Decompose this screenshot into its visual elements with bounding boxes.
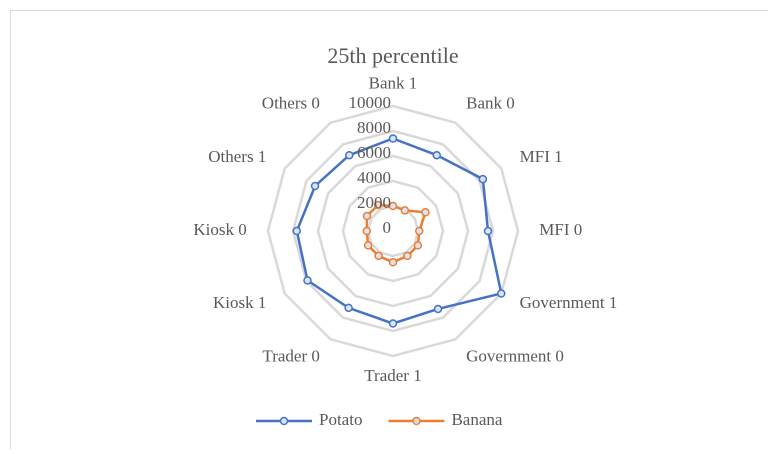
category-label: Trader 0 bbox=[262, 347, 319, 366]
tick-label: 4000 bbox=[357, 168, 391, 187]
category-label: Kiosk 1 bbox=[213, 293, 266, 312]
data-point bbox=[416, 228, 423, 235]
category-label: Kiosk 0 bbox=[193, 220, 246, 239]
tick-label: 8000 bbox=[357, 118, 391, 137]
data-point bbox=[390, 320, 397, 327]
data-point bbox=[390, 259, 397, 266]
category-label: Others 0 bbox=[262, 93, 320, 112]
data-point bbox=[363, 228, 370, 235]
tick-label: 10000 bbox=[349, 93, 392, 112]
data-point bbox=[404, 252, 411, 259]
legend-label: Banana bbox=[451, 410, 502, 429]
data-point bbox=[345, 304, 352, 311]
tick-label: 2000 bbox=[357, 193, 391, 212]
category-label: Bank 0 bbox=[466, 93, 515, 112]
data-point bbox=[414, 242, 421, 249]
data-point bbox=[435, 305, 442, 312]
data-point bbox=[304, 277, 311, 284]
data-point bbox=[422, 209, 429, 216]
chart-title: 25th percentile bbox=[327, 43, 458, 68]
data-point bbox=[312, 183, 319, 190]
category-label: Others 1 bbox=[208, 147, 266, 166]
category-label: Government 0 bbox=[466, 347, 564, 366]
legend-label: Potato bbox=[319, 410, 362, 429]
legend-marker bbox=[413, 418, 420, 425]
data-point bbox=[364, 213, 371, 220]
data-point bbox=[479, 176, 486, 183]
data-point bbox=[485, 228, 492, 235]
data-point bbox=[498, 290, 505, 297]
category-label: Trader 1 bbox=[364, 366, 421, 385]
data-point bbox=[346, 152, 353, 159]
tick-label: 6000 bbox=[357, 143, 391, 162]
data-point bbox=[365, 242, 372, 249]
data-point bbox=[375, 252, 382, 259]
data-point bbox=[401, 207, 408, 214]
data-point bbox=[433, 152, 440, 159]
data-point bbox=[293, 228, 300, 235]
tick-label: 0 bbox=[383, 218, 392, 237]
legend-marker bbox=[281, 418, 288, 425]
category-label: Government 1 bbox=[520, 293, 618, 312]
category-label: MFI 1 bbox=[520, 147, 563, 166]
category-label: Bank 1 bbox=[369, 74, 418, 93]
category-label: MFI 0 bbox=[539, 220, 582, 239]
